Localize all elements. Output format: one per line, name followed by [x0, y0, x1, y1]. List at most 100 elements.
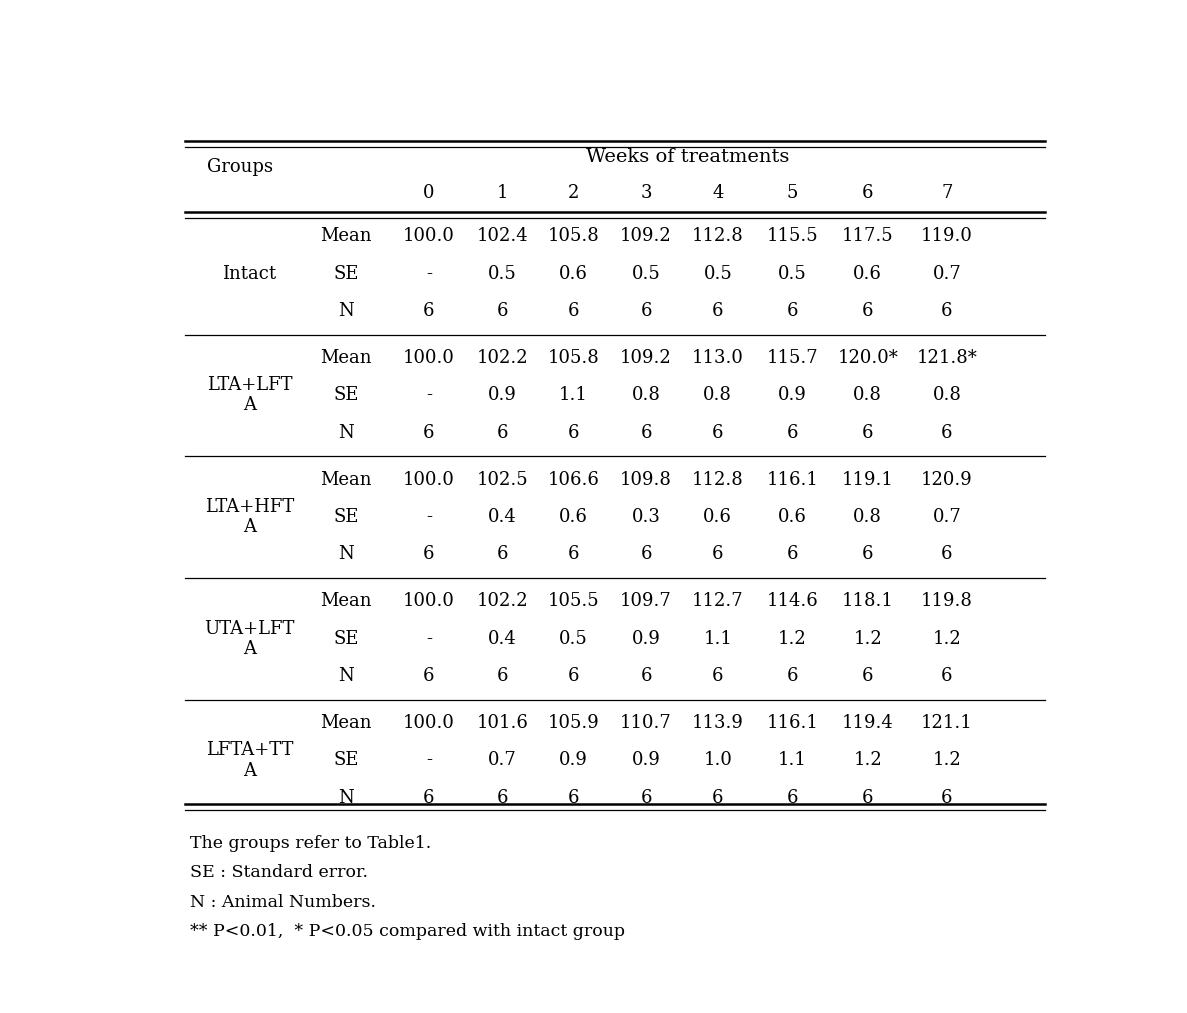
Text: 6: 6	[567, 423, 579, 442]
Text: 6: 6	[497, 789, 508, 806]
Text: 116.1: 116.1	[767, 714, 818, 732]
Text: 6: 6	[712, 668, 724, 685]
Text: 1.2: 1.2	[853, 630, 882, 647]
Text: 118.1: 118.1	[842, 593, 894, 610]
Text: 113.9: 113.9	[692, 714, 744, 732]
Text: 6: 6	[424, 668, 434, 685]
Text: 121.1: 121.1	[921, 714, 972, 732]
Text: 0.3: 0.3	[631, 509, 660, 526]
Text: 0.7: 0.7	[488, 752, 516, 770]
Text: 6: 6	[567, 302, 579, 320]
Text: ** P<0.01,  * P<0.05 compared with intact group: ** P<0.01, * P<0.05 compared with intact…	[190, 924, 624, 940]
Text: 6: 6	[712, 789, 724, 806]
Text: 0.5: 0.5	[488, 264, 516, 283]
Text: 0: 0	[424, 184, 434, 203]
Text: 0.8: 0.8	[853, 386, 882, 404]
Text: 4: 4	[712, 184, 724, 203]
Text: 6: 6	[941, 545, 953, 563]
Text: SE: SE	[334, 264, 358, 283]
Text: 106.6: 106.6	[547, 471, 599, 488]
Text: 0.9: 0.9	[777, 386, 807, 404]
Text: 6: 6	[497, 668, 508, 685]
Text: 5: 5	[787, 184, 798, 203]
Text: 6: 6	[640, 302, 652, 320]
Text: Groups: Groups	[208, 158, 273, 176]
Text: 112.7: 112.7	[692, 593, 743, 610]
Text: 6: 6	[862, 668, 874, 685]
Text: 1.0: 1.0	[704, 752, 732, 770]
Text: 6: 6	[941, 668, 953, 685]
Text: 1.1: 1.1	[777, 752, 807, 770]
Text: 112.8: 112.8	[692, 471, 744, 488]
Text: N: N	[338, 789, 354, 806]
Text: Mean: Mean	[320, 227, 372, 245]
Text: 1.2: 1.2	[777, 630, 807, 647]
Text: 119.8: 119.8	[921, 593, 973, 610]
Text: 1.2: 1.2	[853, 752, 882, 770]
Text: 6: 6	[424, 302, 434, 320]
Text: A: A	[243, 519, 256, 536]
Text: A: A	[243, 762, 256, 780]
Text: 112.8: 112.8	[692, 227, 744, 245]
Text: 6: 6	[862, 423, 874, 442]
Text: 110.7: 110.7	[620, 714, 672, 732]
Text: -: -	[426, 630, 432, 647]
Text: 100.0: 100.0	[404, 227, 455, 245]
Text: -: -	[426, 752, 432, 770]
Text: 113.0: 113.0	[692, 348, 744, 367]
Text: 6: 6	[567, 789, 579, 806]
Text: N: N	[338, 423, 354, 442]
Text: 0.6: 0.6	[704, 509, 732, 526]
Text: 0.6: 0.6	[853, 264, 882, 283]
Text: 117.5: 117.5	[842, 227, 894, 245]
Text: 0.7: 0.7	[933, 264, 961, 283]
Text: 6: 6	[424, 789, 434, 806]
Text: 115.7: 115.7	[767, 348, 818, 367]
Text: -: -	[426, 264, 432, 283]
Text: LFTA+TT: LFTA+TT	[205, 742, 293, 760]
Text: 119.1: 119.1	[842, 471, 894, 488]
Text: 6: 6	[640, 668, 652, 685]
Text: Mean: Mean	[320, 471, 372, 488]
Text: 6: 6	[424, 545, 434, 563]
Text: 6: 6	[787, 668, 798, 685]
Text: 102.2: 102.2	[477, 348, 528, 367]
Text: 0.8: 0.8	[631, 386, 660, 404]
Text: 0.6: 0.6	[559, 509, 588, 526]
Text: 6: 6	[640, 423, 652, 442]
Text: N: N	[338, 302, 354, 320]
Text: 120.0*: 120.0*	[837, 348, 899, 367]
Text: 3: 3	[640, 184, 652, 203]
Text: 0.8: 0.8	[933, 386, 961, 404]
Text: LTA+LFT: LTA+LFT	[207, 376, 292, 394]
Text: 114.6: 114.6	[767, 593, 818, 610]
Text: 6: 6	[862, 302, 874, 320]
Text: A: A	[243, 640, 256, 657]
Text: 0.6: 0.6	[777, 509, 807, 526]
Text: 0.5: 0.5	[559, 630, 588, 647]
Text: 0.7: 0.7	[933, 509, 961, 526]
Text: 0.9: 0.9	[559, 752, 588, 770]
Text: 1.2: 1.2	[933, 630, 961, 647]
Text: 6: 6	[567, 545, 579, 563]
Text: 0.9: 0.9	[631, 752, 660, 770]
Text: Intact: Intact	[222, 264, 277, 283]
Text: 6: 6	[862, 184, 874, 203]
Text: Weeks of treatments: Weeks of treatments	[586, 148, 789, 166]
Text: 6: 6	[497, 545, 508, 563]
Text: 100.0: 100.0	[404, 593, 455, 610]
Text: SE: SE	[334, 386, 358, 404]
Text: 105.8: 105.8	[547, 227, 599, 245]
Text: SE : Standard error.: SE : Standard error.	[190, 864, 368, 881]
Text: 1: 1	[497, 184, 508, 203]
Text: 6: 6	[787, 545, 798, 563]
Text: 109.2: 109.2	[620, 227, 672, 245]
Text: 119.0: 119.0	[921, 227, 973, 245]
Text: Mean: Mean	[320, 714, 372, 732]
Text: 102.5: 102.5	[477, 471, 528, 488]
Text: 115.5: 115.5	[767, 227, 818, 245]
Text: 100.0: 100.0	[404, 714, 455, 732]
Text: 7: 7	[941, 184, 952, 203]
Text: 6: 6	[941, 423, 953, 442]
Text: Mean: Mean	[320, 348, 372, 367]
